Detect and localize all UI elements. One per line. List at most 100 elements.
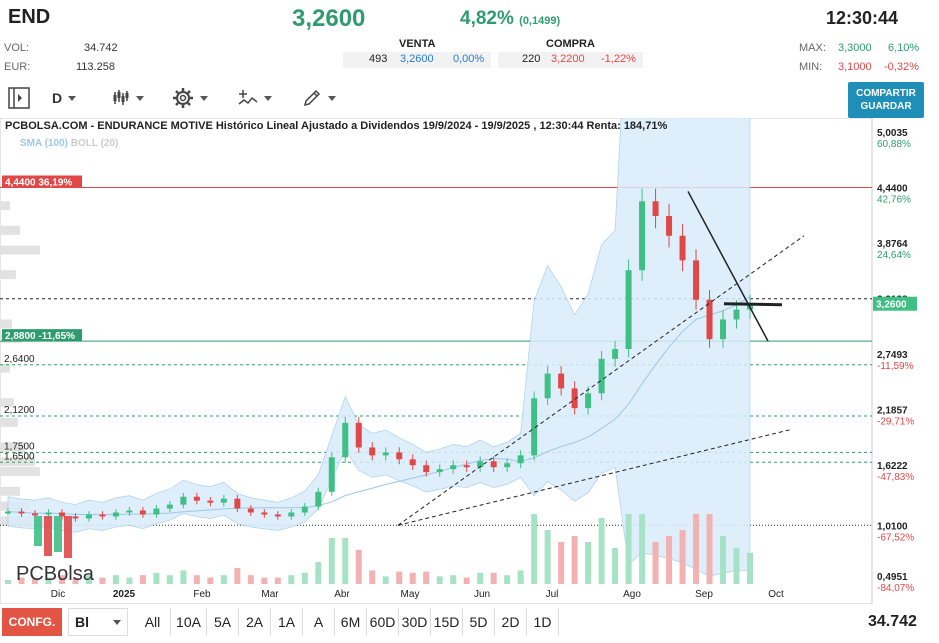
volume-bar bbox=[706, 514, 713, 584]
candle-body bbox=[693, 260, 700, 300]
range-button-15d[interactable]: 15D bbox=[431, 608, 463, 636]
x-tick-label: May bbox=[401, 589, 420, 600]
indicators-selector[interactable] bbox=[238, 86, 272, 110]
candle-body bbox=[720, 319, 727, 340]
range-button-all[interactable]: All bbox=[135, 608, 171, 636]
settings-selector[interactable] bbox=[172, 86, 208, 110]
candle-body bbox=[85, 514, 92, 519]
volume-bar bbox=[153, 572, 160, 584]
volume-profile-bar bbox=[0, 442, 25, 452]
y-tick-label: 3,8764 bbox=[877, 239, 908, 250]
candle-body bbox=[706, 299, 713, 340]
volume-profile-bar bbox=[0, 363, 10, 373]
toggle-panel-button[interactable] bbox=[8, 86, 30, 110]
period-label: D bbox=[52, 90, 63, 106]
pencil-icon bbox=[303, 89, 321, 107]
sell-price: 3,2600 bbox=[400, 53, 434, 65]
share-label: COMPARTIR bbox=[856, 88, 916, 99]
volume-profile-bar bbox=[0, 201, 10, 211]
x-tick-label: Dic bbox=[51, 589, 65, 600]
logo-bar bbox=[54, 516, 62, 552]
candle-body bbox=[58, 512, 65, 517]
volume-bar bbox=[720, 536, 727, 584]
volume-bar bbox=[5, 580, 11, 584]
range-button-5d[interactable]: 5D bbox=[463, 608, 495, 636]
min-label: MIN: bbox=[799, 61, 823, 73]
buy-pct: -1,22% bbox=[601, 53, 636, 65]
candle-body bbox=[207, 500, 214, 503]
indicator-legend: SMA (100) BOLL (20) bbox=[20, 138, 118, 149]
sell-pct: 0,00% bbox=[453, 53, 485, 65]
volume-bar bbox=[679, 530, 686, 584]
range-button-6m[interactable]: 6M bbox=[335, 608, 367, 636]
range-button-1a[interactable]: 1A bbox=[271, 608, 303, 636]
volume-bar bbox=[85, 575, 92, 584]
candle-body bbox=[598, 358, 605, 394]
volume-bar bbox=[382, 576, 389, 584]
ticker-symbol: END bbox=[8, 6, 51, 28]
volume-bar bbox=[288, 575, 295, 584]
save-label: GUARDAR bbox=[860, 101, 912, 112]
candle-body bbox=[45, 512, 52, 515]
y-tick-pct: 42,76% bbox=[877, 194, 911, 205]
x-tick-label: Ago bbox=[623, 589, 641, 600]
volume-bar bbox=[261, 577, 268, 584]
y-tick-label: 2,1857 bbox=[877, 406, 908, 417]
candle-body bbox=[261, 512, 268, 515]
price-candles bbox=[5, 188, 753, 522]
price-chart[interactable]: 5,003560,88%4,440042,76%3,876424,64%3,31… bbox=[0, 118, 939, 604]
x-tick-label: Jul bbox=[546, 589, 559, 600]
range-button-2a[interactable]: 2A bbox=[239, 608, 271, 636]
candle-body bbox=[99, 514, 106, 517]
y-tick-pct: 60,88% bbox=[877, 139, 911, 150]
config-button[interactable]: CONFG. bbox=[2, 608, 62, 636]
gear-icon bbox=[173, 88, 193, 108]
volume-bar bbox=[625, 514, 632, 584]
boll-legend: BOLL (20) bbox=[70, 138, 119, 149]
change-absolute: (0,1499) bbox=[519, 15, 561, 27]
volume-bar bbox=[315, 562, 322, 584]
chevron-down-icon bbox=[200, 95, 208, 101]
volume-profile-bar bbox=[0, 467, 40, 477]
current-price-tag-bg bbox=[873, 296, 917, 311]
candle-body bbox=[679, 235, 686, 261]
range-button-2d[interactable]: 2D bbox=[495, 608, 527, 636]
sell-qty: 493 bbox=[369, 53, 388, 65]
volume-bar bbox=[733, 548, 740, 584]
level-label: 1,7500 bbox=[4, 441, 35, 452]
volume-bar bbox=[463, 577, 470, 584]
range-button-30d[interactable]: 30D bbox=[399, 608, 431, 636]
scale-select[interactable]: Bl bbox=[68, 608, 128, 636]
range-button-60d[interactable]: 60D bbox=[367, 608, 399, 636]
max-label: MAX: bbox=[799, 42, 826, 54]
logo-bar bbox=[34, 516, 42, 546]
volume-bar bbox=[180, 570, 187, 584]
range-button-1d[interactable]: 1D bbox=[527, 608, 559, 636]
logo-bar bbox=[44, 516, 52, 556]
candle-body bbox=[504, 463, 511, 468]
candle-body bbox=[666, 216, 673, 236]
volume-bar bbox=[247, 575, 254, 584]
period-selector[interactable]: D bbox=[52, 86, 77, 110]
candle-body bbox=[531, 398, 538, 456]
y-tick-label: 0,4951 bbox=[877, 572, 908, 583]
volume-bar bbox=[693, 514, 700, 584]
y-tick-pct: -47,83% bbox=[877, 472, 914, 483]
volume-bar bbox=[490, 572, 497, 584]
share-save-button[interactable]: COMPARTIR GUARDAR bbox=[848, 82, 924, 118]
range-button-a[interactable]: A bbox=[303, 608, 335, 636]
candle-body bbox=[450, 465, 457, 470]
range-button-5a[interactable]: 5A bbox=[207, 608, 239, 636]
level-tag-label: 4,4400 36,19% bbox=[5, 177, 72, 188]
range-button-10a[interactable]: 10A bbox=[171, 608, 207, 636]
trendline-dashed-2 bbox=[397, 429, 791, 526]
level-label: 2,6400 bbox=[4, 354, 35, 365]
sell-header: VENTA bbox=[399, 38, 436, 50]
volume-bar bbox=[72, 577, 79, 584]
logo-bar bbox=[64, 516, 72, 558]
candle-body bbox=[112, 512, 119, 517]
min-pct: -0,32% bbox=[884, 61, 919, 73]
chart-type-selector[interactable] bbox=[112, 86, 144, 110]
drawing-tools-selector[interactable] bbox=[302, 86, 336, 110]
chevron-down-icon bbox=[264, 95, 272, 101]
